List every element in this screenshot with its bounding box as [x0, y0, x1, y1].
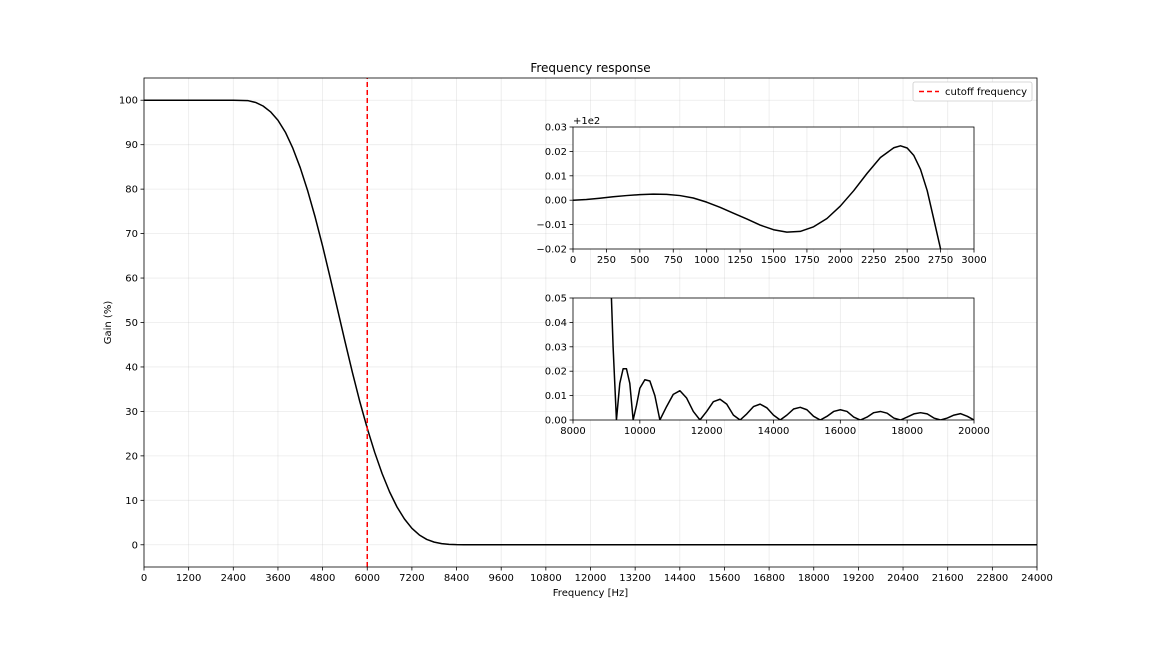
inset-bottom-frame [572, 297, 975, 421]
main-plot: 0 1200 2400 3600 4800 6000 7200 8400 9600 10800 12… [103, 61, 1053, 599]
y-tick-label: 0.00 [545, 196, 567, 207]
x-tick-label: 9600 [488, 573, 513, 584]
y-tick-label: 50 [125, 318, 138, 329]
x-tick-label: 20000 [958, 426, 990, 437]
x-tick-label: 10800 [530, 573, 562, 584]
main-y-ticks: 0 10 20 30 40 50 60 70 80 90 100 [119, 96, 144, 551]
inset-top-offset-text: +1e2 [573, 116, 600, 127]
series-line-inset-bottom-0 [610, 298, 974, 420]
x-tick-label: 8400 [444, 573, 469, 584]
y-tick-label: −0.01 [536, 220, 567, 231]
x-tick-label: 6000 [355, 573, 380, 584]
x-tick-label: 4800 [310, 573, 335, 584]
inset-top-y-ticks: −0.02 −0.01 0.00 0.01 0.02 0.03 [536, 123, 573, 256]
x-tick-label: 0 [570, 255, 576, 266]
y-tick-label: 70 [125, 229, 138, 240]
y-tick-label: 80 [125, 185, 138, 196]
x-tick-label: 3600 [265, 573, 290, 584]
x-tick-label: 2750 [928, 255, 953, 266]
x-tick-label: 1250 [727, 255, 752, 266]
x-tick-label: 24000 [1021, 573, 1053, 584]
x-tick-label: 1750 [794, 255, 819, 266]
x-tick-label: 8000 [560, 426, 585, 437]
inset-top-series [573, 145, 942, 249]
legend: cutoff frequency [912, 81, 1033, 102]
y-tick-label: 0.03 [545, 342, 567, 353]
series-line-inset-top-0 [573, 145, 942, 249]
x-tick-label: 21600 [932, 573, 964, 584]
y-tick-label: 0.04 [545, 318, 567, 329]
x-tick-label: 10000 [624, 426, 656, 437]
x-tick-label: 1200 [176, 573, 201, 584]
legend-label-cutoff: cutoff frequency [945, 87, 1027, 98]
x-tick-label: 15600 [709, 573, 741, 584]
x-tick-label: 2500 [894, 255, 919, 266]
main-title: Frequency response [530, 61, 650, 75]
y-tick-label: 10 [125, 496, 138, 507]
x-tick-label: 1000 [694, 255, 719, 266]
x-tick-label: 14400 [664, 573, 696, 584]
main-axes-frame [143, 77, 1038, 568]
x-tick-label: 250 [597, 255, 616, 266]
series-line-main-0 [144, 99, 1037, 546]
x-tick-label: 2400 [221, 573, 246, 584]
y-tick-label: 0.02 [545, 367, 567, 378]
x-tick-label: 12000 [575, 573, 607, 584]
y-tick-label: 0.01 [545, 391, 567, 402]
inset-top-x-ticks: 0 250 500 750 1000 1250 1500 1750 2000 2250 2500 27… [570, 249, 987, 266]
x-tick-label: 14000 [758, 426, 790, 437]
inset-bottom-y-ticks: 0.00 0.01 0.02 0.03 0.04 0.05 [545, 294, 573, 427]
y-tick-label: 0.03 [545, 123, 567, 134]
main-x-axis-label: Frequency [Hz] [553, 588, 629, 599]
x-tick-label: 12000 [691, 426, 723, 437]
main-x-ticks: 0 1200 2400 3600 4800 6000 7200 8400 9600 10800 12… [141, 567, 1053, 584]
y-tick-label: 0 [132, 540, 138, 551]
inset-bottom-background [573, 298, 974, 420]
x-tick-label: 16800 [753, 573, 785, 584]
inset-bottom-x-ticks: 8000 10000 12000 14000 16000 18000 20000 [560, 420, 990, 437]
y-tick-label: 60 [125, 274, 138, 285]
x-tick-label: 13200 [619, 573, 651, 584]
y-tick-label: 0.01 [545, 171, 567, 182]
x-tick-label: 18000 [798, 573, 830, 584]
x-tick-label: 16000 [824, 426, 856, 437]
x-tick-label: 0 [141, 573, 147, 584]
y-tick-label: 0.00 [545, 416, 567, 427]
y-tick-label: −0.02 [536, 245, 567, 256]
legend-box [912, 81, 1033, 102]
x-tick-label: 19200 [842, 573, 874, 584]
inset-bottom-series [610, 298, 974, 420]
y-tick-label: 0.05 [545, 294, 567, 305]
x-tick-label: 1500 [761, 255, 786, 266]
x-tick-label: 3000 [961, 255, 986, 266]
y-tick-label: 40 [125, 362, 138, 373]
x-tick-label: 7200 [399, 573, 424, 584]
y-tick-label: 20 [125, 451, 138, 462]
y-tick-label: 30 [125, 407, 138, 418]
inset-bottom-plot: 8000 10000 12000 14000 16000 18000 20000 0.000… [545, 294, 990, 438]
main-y-axis-label: Gain (%) [103, 301, 114, 345]
x-tick-label: 20400 [887, 573, 919, 584]
main-series [144, 78, 1037, 567]
x-tick-label: 2250 [861, 255, 886, 266]
y-tick-label: 90 [125, 140, 138, 151]
inset-top-plot: 0 250 500 750 1000 1250 1500 1750 2000 2250 2500 27… [536, 116, 986, 266]
x-tick-label: 750 [664, 255, 683, 266]
inset-top-frame [572, 126, 975, 250]
y-tick-label: 100 [119, 96, 138, 107]
y-tick-label: 0.02 [545, 147, 567, 158]
x-tick-label: 22800 [976, 573, 1008, 584]
x-tick-label: 500 [630, 255, 649, 266]
x-tick-label: 18000 [891, 426, 923, 437]
x-tick-label: 2000 [828, 255, 853, 266]
